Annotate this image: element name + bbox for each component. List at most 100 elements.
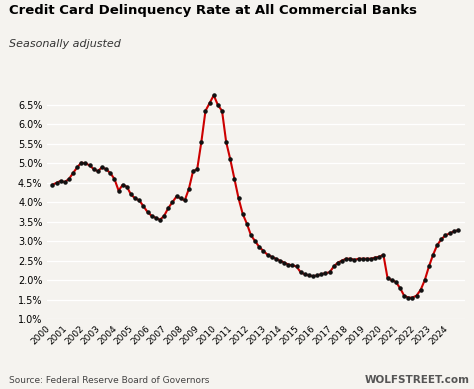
Text: Credit Card Delinquency Rate at All Commercial Banks: Credit Card Delinquency Rate at All Comm… <box>9 4 418 17</box>
Point <box>264 252 271 258</box>
Point <box>235 195 242 202</box>
Point <box>156 217 164 223</box>
Point <box>48 182 56 188</box>
Point <box>313 272 321 279</box>
Point <box>177 195 184 202</box>
Point <box>413 293 420 299</box>
Point <box>102 166 110 172</box>
Point <box>330 263 337 270</box>
Point <box>260 248 267 254</box>
Point <box>231 176 238 182</box>
Point <box>148 213 155 219</box>
Point <box>425 263 433 270</box>
Point <box>404 294 412 301</box>
Point <box>268 254 275 260</box>
Point <box>284 261 292 268</box>
Point <box>140 203 147 209</box>
Point <box>396 285 404 291</box>
Point <box>255 244 263 250</box>
Point <box>144 209 151 215</box>
Point <box>78 159 85 166</box>
Point <box>239 211 246 217</box>
Point <box>198 139 205 145</box>
Point <box>342 256 350 262</box>
Point <box>322 270 329 276</box>
Point <box>380 252 387 258</box>
Point <box>53 180 60 186</box>
Point <box>301 271 309 277</box>
Point <box>293 263 301 270</box>
Point <box>280 259 288 266</box>
Point <box>326 269 333 275</box>
Point <box>355 256 363 262</box>
Point <box>214 102 222 108</box>
Point <box>107 170 114 176</box>
Point <box>454 227 462 233</box>
Point <box>384 275 392 281</box>
Point <box>160 213 168 219</box>
Point <box>206 100 213 106</box>
Point <box>346 256 354 262</box>
Point <box>73 164 81 170</box>
Point <box>57 178 64 184</box>
Point <box>136 197 143 203</box>
Point <box>119 182 127 188</box>
Point <box>94 168 102 174</box>
Point <box>173 193 180 200</box>
Point <box>371 254 379 261</box>
Point <box>218 108 226 114</box>
Point <box>110 176 118 182</box>
Point <box>227 156 234 163</box>
Point <box>115 187 122 194</box>
Point <box>189 168 197 174</box>
Point <box>98 164 106 170</box>
Point <box>338 258 346 264</box>
Point <box>429 252 437 258</box>
Point <box>289 262 296 268</box>
Point <box>318 271 325 277</box>
Point <box>127 191 135 198</box>
Point <box>272 256 280 262</box>
Point <box>409 294 416 301</box>
Point <box>392 279 400 285</box>
Text: Seasonally adjusted: Seasonally adjusted <box>9 39 121 49</box>
Point <box>169 199 176 205</box>
Point <box>359 256 366 262</box>
Point <box>367 256 375 262</box>
Point <box>450 228 457 235</box>
Point <box>351 257 358 263</box>
Point <box>152 215 160 221</box>
Point <box>388 277 395 283</box>
Point <box>433 242 441 248</box>
Point <box>417 287 424 293</box>
Point <box>442 232 449 238</box>
Point <box>65 176 73 182</box>
Point <box>193 166 201 172</box>
Point <box>297 269 304 275</box>
Point <box>309 273 317 279</box>
Text: Source: Federal Reserve Board of Governors: Source: Federal Reserve Board of Governo… <box>9 376 210 385</box>
Point <box>210 92 218 98</box>
Point <box>181 197 189 203</box>
Point <box>82 160 89 166</box>
Point <box>86 162 93 168</box>
Point <box>69 170 77 176</box>
Point <box>401 293 408 299</box>
Text: WOLFSTREET.com: WOLFSTREET.com <box>364 375 469 385</box>
Point <box>276 258 284 264</box>
Point <box>438 236 445 242</box>
Point <box>334 259 342 266</box>
Point <box>90 166 98 172</box>
Point <box>305 272 313 279</box>
Point <box>243 221 251 227</box>
Point <box>61 179 69 185</box>
Point <box>131 195 139 202</box>
Point <box>251 238 259 244</box>
Point <box>185 186 193 192</box>
Point <box>247 232 255 238</box>
Point <box>123 184 131 190</box>
Point <box>164 205 172 211</box>
Point <box>201 108 209 114</box>
Point <box>363 256 371 262</box>
Point <box>375 254 383 260</box>
